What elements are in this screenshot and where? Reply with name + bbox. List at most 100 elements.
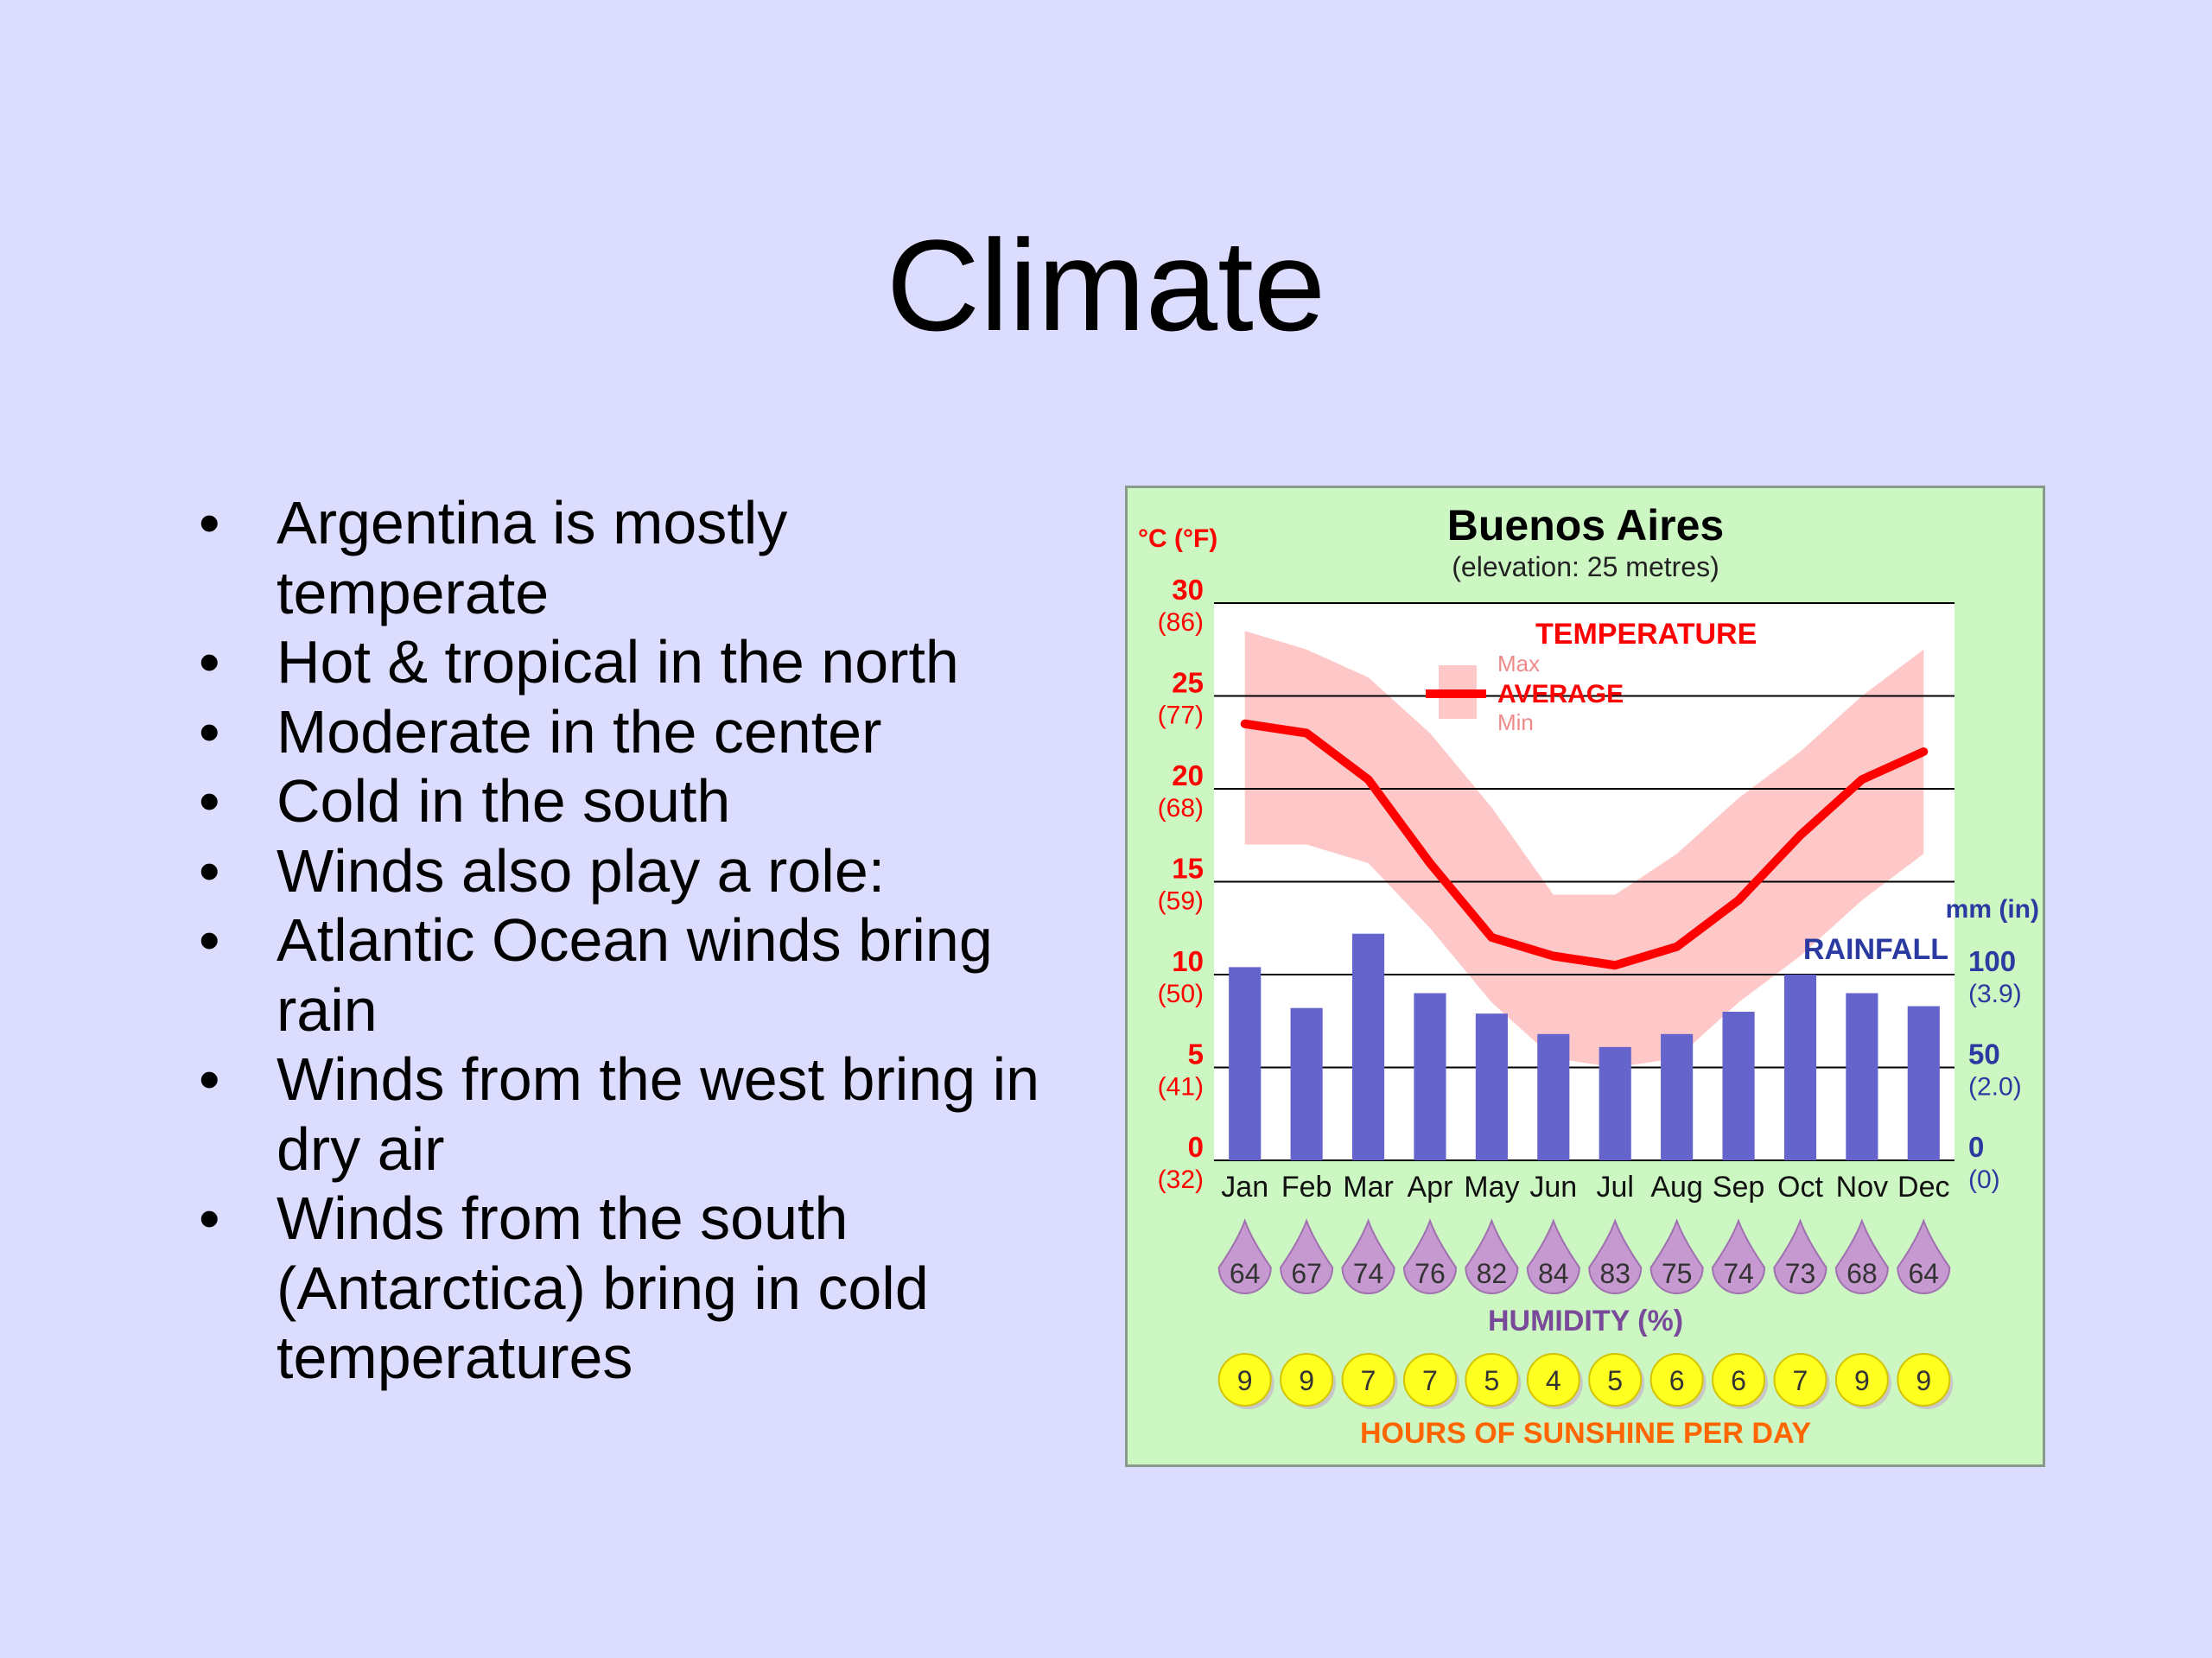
- humidity-value: 82: [1477, 1258, 1508, 1289]
- bullet-item: Cold in the south: [194, 766, 1067, 836]
- sunshine-value: 7: [1422, 1365, 1438, 1396]
- month-label: Aug: [1650, 1171, 1703, 1204]
- month-label: Dec: [1897, 1171, 1949, 1204]
- rainfall-bar: [1290, 1007, 1323, 1160]
- rainfall-tick-inches: (3.9): [1968, 980, 2022, 1008]
- bullet-item: Winds also play a role:: [194, 836, 1067, 906]
- humidity-value: 64: [1908, 1258, 1939, 1289]
- legend-max-label: Max: [1497, 651, 1540, 677]
- temperature-tick-celsius: 10: [1172, 945, 1204, 977]
- month-label: Jan: [1221, 1171, 1268, 1204]
- bullet-item: Hot & tropical in the north: [194, 627, 1067, 697]
- sun-icon: [1280, 1353, 1334, 1407]
- temperature-legend-title: TEMPERATURE: [1535, 618, 1757, 651]
- rainfall-bar: [1661, 1033, 1694, 1160]
- rainfall-bar: [1599, 1046, 1631, 1160]
- sun-icon: [1834, 1353, 1889, 1407]
- humidity-drop-icon: [1712, 1218, 1766, 1294]
- humidity-value: 68: [1847, 1258, 1878, 1289]
- month-label: Oct: [1777, 1171, 1823, 1204]
- sun-icon: [1773, 1353, 1827, 1407]
- rainfall-legend-label: RAINFALL: [1803, 933, 1948, 966]
- sunshine-value: 9: [1854, 1365, 1870, 1396]
- temperature-tick-celsius: 25: [1172, 667, 1204, 699]
- temperature-range-band: [1244, 631, 1924, 1068]
- humidity-drop-icon: [1649, 1218, 1704, 1294]
- humidity-drop-icon: [1465, 1218, 1519, 1294]
- humidity-value: 75: [1662, 1258, 1693, 1289]
- temperature-tick-celsius: 15: [1172, 853, 1204, 885]
- sunshine-value: 6: [1731, 1365, 1746, 1396]
- rainfall-bar: [1907, 1006, 1940, 1160]
- humidity-drop-icon: [1217, 1218, 1272, 1294]
- humidity-drop-icon: [1834, 1218, 1889, 1294]
- sun-icon: [1588, 1353, 1643, 1407]
- rainfall-bar: [1783, 975, 1817, 1160]
- sunshine-value: 9: [1299, 1365, 1314, 1396]
- humidity-drop-icon: [1280, 1218, 1334, 1294]
- chart-title: Buenos Aires: [1447, 501, 1724, 549]
- humidity-value: 74: [1353, 1258, 1384, 1289]
- sunshine-value: 5: [1607, 1365, 1623, 1396]
- climate-chart: Buenos Aires(elevation: 25 metres) TEMPER…: [1138, 501, 2039, 1450]
- humidity-label: HUMIDITY (%): [1488, 1305, 1683, 1337]
- humidity-drop-icon: [1341, 1218, 1395, 1294]
- sunshine-value: 7: [1361, 1365, 1376, 1396]
- month-label: Feb: [1281, 1171, 1332, 1204]
- temperature-tick-fahrenheit: (68): [1158, 794, 1204, 823]
- month-label: May: [1464, 1171, 1519, 1204]
- temperature-tick-celsius: 5: [1188, 1039, 1204, 1070]
- chart-subtitle: (elevation: 25 metres): [1452, 551, 1719, 582]
- humidity-value: 84: [1538, 1258, 1569, 1289]
- humidity-drop-icon: [1526, 1218, 1580, 1294]
- temperature-tick-fahrenheit: (32): [1158, 1166, 1204, 1194]
- month-label: Sep: [1713, 1171, 1765, 1204]
- humidity-value: 67: [1291, 1258, 1322, 1289]
- temperature-tick-celsius: 20: [1172, 759, 1204, 791]
- sunshine-value: 7: [1793, 1365, 1808, 1396]
- sun-icon: [1649, 1353, 1704, 1407]
- temperature-tick-celsius: 0: [1188, 1131, 1204, 1163]
- temperature-legend-line: [1426, 689, 1486, 698]
- rainfall-bar: [1846, 993, 1878, 1160]
- month-label: Jun: [1529, 1171, 1577, 1204]
- rainfall-bar: [1414, 993, 1446, 1160]
- rainfall-tick-mm: 100: [1968, 945, 2016, 977]
- temperature-tick-fahrenheit: (50): [1158, 980, 1204, 1008]
- bullet-item: Argentina is mostly temperate: [194, 488, 1067, 627]
- sun-icon: [1712, 1353, 1766, 1407]
- rainfall-axis-label: mm (in): [1946, 895, 2039, 924]
- rainfall-bar: [1537, 1033, 1570, 1160]
- sun-icon: [1341, 1353, 1395, 1407]
- bullet-item: Moderate in the center: [194, 697, 1067, 767]
- sunshine-value: 5: [1484, 1365, 1499, 1396]
- month-label: Jul: [1596, 1171, 1633, 1204]
- humidity-value: 64: [1230, 1258, 1261, 1289]
- humidity-drop-icon: [1588, 1218, 1643, 1294]
- rainfall-tick-mm: 0: [1968, 1131, 1984, 1163]
- temperature-average-line: [1240, 719, 1929, 970]
- temperature-tick-fahrenheit: (77): [1158, 702, 1204, 730]
- bullet-item: Atlantic Ocean winds bring rain: [194, 905, 1067, 1045]
- legend-min-label: Min: [1497, 709, 1534, 735]
- sun-icon: [1402, 1353, 1457, 1407]
- temperature-axis-label: °C (°F): [1138, 524, 1217, 553]
- rainfall-tick-inches: (0): [1968, 1166, 2000, 1194]
- sun-icon: [1526, 1353, 1580, 1407]
- sunshine-label: HOURS OF SUNSHINE PER DAY: [1360, 1417, 1811, 1450]
- bullet-item: Winds from the south (Antarctica) bring …: [194, 1184, 1067, 1393]
- rainfall-tick-inches: (2.0): [1968, 1073, 2022, 1102]
- month-label: Apr: [1407, 1171, 1452, 1204]
- sun-icon: [1465, 1353, 1519, 1407]
- humidity-value: 74: [1723, 1258, 1754, 1289]
- humidity-drop-icon: [1897, 1218, 1951, 1294]
- climate-chart-panel: Buenos Aires (elevation: 25 metres) TEMPER…: [1125, 486, 2045, 1467]
- sunshine-value: 4: [1546, 1365, 1561, 1396]
- temperature-tick-fahrenheit: (41): [1158, 1073, 1204, 1102]
- rainfall-bar: [1722, 1012, 1755, 1160]
- rainfall-tick-mm: 50: [1968, 1039, 2000, 1070]
- sunshine-value: 6: [1669, 1365, 1685, 1396]
- humidity-value: 73: [1785, 1258, 1816, 1289]
- bullet-list: Argentina is mostly temperate Hot & trop…: [194, 488, 1067, 1393]
- temperature-tick-fahrenheit: (59): [1158, 887, 1204, 916]
